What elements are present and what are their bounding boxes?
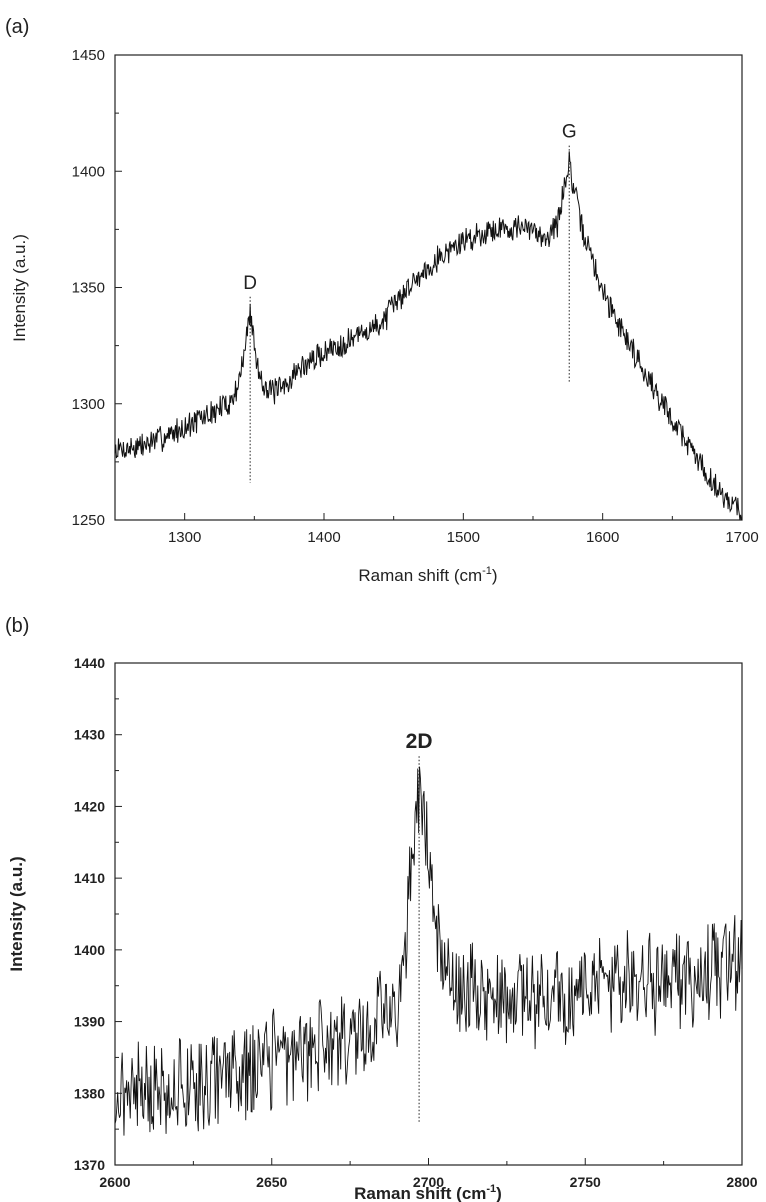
y-tick-label: 1300 [72, 396, 105, 413]
panel-a-y-axis-title: Intensity (a.u.) [10, 234, 29, 342]
panel-b-spectrum-line [114, 766, 743, 1136]
panel-b-y-ticks: 1370 1380 1390 1400 1410 1420 1430 1440 [74, 655, 122, 1173]
y-tick-label: 1350 [72, 280, 105, 297]
y-tick-label: 1390 [74, 1014, 105, 1030]
y-tick-label: 1420 [74, 798, 105, 814]
x-tick-label: 2600 [99, 1174, 130, 1190]
y-tick-label: 1380 [74, 1085, 105, 1101]
panel-b: (b) 2600 2650 2700 2750 2800 1370 1380 1390 140… [5, 615, 758, 1202]
panel-b-x-axis-title: Raman shift (cm-1) [354, 1183, 502, 1202]
y-tick-label: 1430 [74, 727, 105, 743]
panel-a-annotations: DG [243, 122, 577, 483]
panel-a-plot-frame [114, 54, 743, 521]
panel-a-y-ticks: 1250 1300 1350 1400 1450 [72, 47, 122, 529]
y-tick-label: 1400 [74, 942, 105, 958]
panel-a-x-ticks: 1300 1400 1500 1600 1700 [114, 513, 759, 546]
peak-label: G [562, 122, 577, 143]
y-tick-label: 1370 [74, 1157, 105, 1173]
y-tick-label: 1400 [72, 163, 105, 180]
x-tick-label: 2700 [413, 1174, 444, 1190]
panel-b-y-axis-title: Intensity (a.u.) [7, 856, 26, 971]
y-tick-label: 1250 [72, 512, 105, 529]
panel-a-label: (a) [5, 16, 29, 38]
peak-label: D [243, 273, 257, 294]
panel-b-x-ticks: 2600 2650 2700 2750 2800 [99, 1158, 758, 1190]
x-tick-label: 1700 [725, 529, 758, 546]
x-tick-label: 1600 [586, 529, 619, 546]
peak-label: 2D [406, 730, 433, 753]
y-tick-label: 1410 [74, 870, 105, 886]
x-tick-label: 1400 [307, 529, 340, 546]
panel-b-label: (b) [5, 615, 29, 637]
x-tick-label: 2800 [726, 1174, 757, 1190]
x-tick-label: 2650 [256, 1174, 287, 1190]
x-tick-label: 1300 [168, 529, 201, 546]
x-tick-label: 1500 [447, 529, 480, 546]
panel-a-spectrum-line [114, 151, 743, 521]
y-tick-label: 1450 [72, 47, 105, 64]
panel-a-x-axis-title: Raman shift (cm-1) [358, 565, 497, 585]
x-tick-label: 2750 [570, 1174, 601, 1190]
panel-a: (a) 1300 1400 1500 1600 1700 1250 1300 1350 140… [5, 16, 759, 585]
y-tick-label: 1440 [74, 655, 105, 671]
